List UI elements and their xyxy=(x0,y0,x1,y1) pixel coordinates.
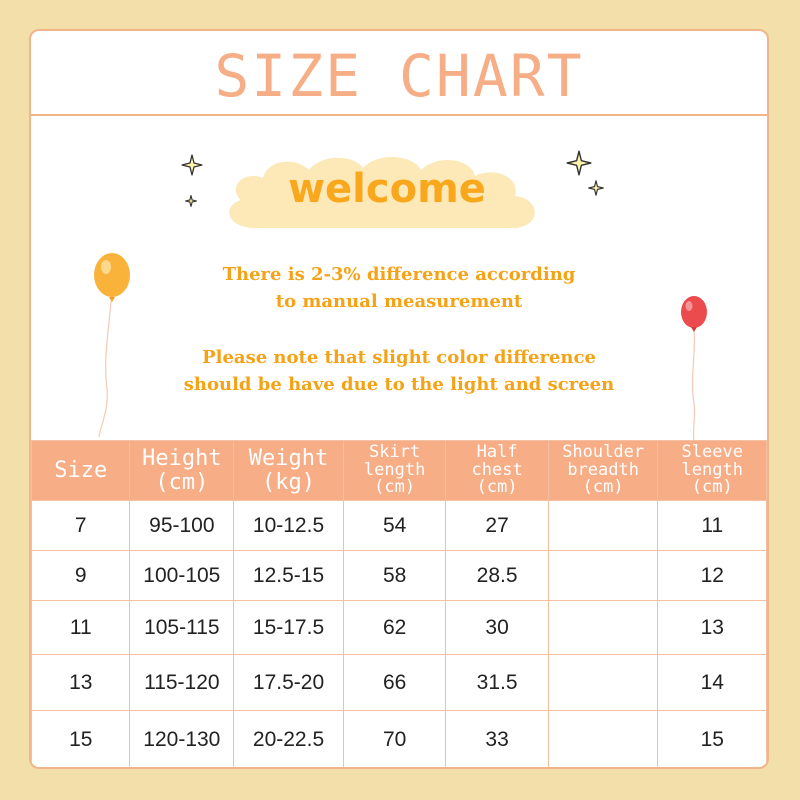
col-header-skirt-length: Skirt length (cm) xyxy=(342,440,447,501)
cell-height: 115-120 xyxy=(129,654,235,711)
cell-skirt-length: 62 xyxy=(342,600,447,655)
note-line: Please note that slight color difference xyxy=(202,347,596,368)
cell-shoulder-breadth xyxy=(547,710,659,767)
table-row: 13 115-120 17.5-20 66 31.5 14 xyxy=(31,654,767,711)
cell-sleeve-length: 12 xyxy=(657,550,767,601)
cell-weight: 15-17.5 xyxy=(233,600,344,655)
balloon-icon xyxy=(681,296,707,442)
cell-half-chest: 33 xyxy=(445,710,549,767)
cell-skirt-length: 66 xyxy=(342,654,447,711)
cell-half-chest: 28.5 xyxy=(445,550,549,601)
size-chart-card: SIZE CHART welcome There is 2-3% differe… xyxy=(29,29,769,769)
cell-skirt-length: 58 xyxy=(342,550,447,601)
cell-shoulder-breadth xyxy=(547,500,659,551)
measurement-note: There is 2-3% difference according to ma… xyxy=(31,261,767,315)
cloud-shape xyxy=(229,156,535,228)
cell-weight: 10-12.5 xyxy=(233,500,344,551)
table-row: 7 95-100 10-12.5 54 27 11 xyxy=(31,500,767,551)
col-header-sleeve-length: Sleeve length (cm) xyxy=(657,440,767,501)
balloon-icon xyxy=(94,253,130,438)
cell-sleeve-length: 14 xyxy=(657,654,767,711)
cell-weight: 20-22.5 xyxy=(233,710,344,767)
cell-shoulder-breadth xyxy=(547,600,659,655)
sparkle-icon xyxy=(181,154,203,176)
cell-skirt-length: 70 xyxy=(342,710,447,767)
cell-size: 9 xyxy=(31,550,131,601)
cell-half-chest: 27 xyxy=(445,500,549,551)
table-row: 9 100-105 12.5-15 58 28.5 12 xyxy=(31,550,767,601)
col-header-height: Height (cm) xyxy=(129,440,235,501)
cell-size: 7 xyxy=(31,500,131,551)
cell-sleeve-length: 11 xyxy=(657,500,767,551)
cell-weight: 17.5-20 xyxy=(233,654,344,711)
table-header-row: Size Height (cm) Weight (kg) Skirt length (c… xyxy=(31,440,767,501)
table-row: 11 105-115 15-17.5 62 30 13 xyxy=(31,600,767,655)
title-bar: SIZE CHART xyxy=(31,31,767,116)
cell-shoulder-breadth xyxy=(547,550,659,601)
welcome-heading: welcome xyxy=(288,166,486,212)
cell-shoulder-breadth xyxy=(547,654,659,711)
cell-height: 105-115 xyxy=(129,600,235,655)
cell-skirt-length: 54 xyxy=(342,500,447,551)
size-table: Size Height (cm) Weight (kg) Skirt length (c… xyxy=(31,440,767,767)
col-header-half-chest: Half chest (cm) xyxy=(445,440,549,501)
sparkle-icon xyxy=(185,195,197,207)
cell-half-chest: 31.5 xyxy=(445,654,549,711)
sparkle-icon xyxy=(566,150,592,176)
page-title: SIZE CHART xyxy=(214,42,584,110)
cell-size: 15 xyxy=(31,710,131,767)
cell-size: 11 xyxy=(31,600,131,655)
color-note: Please note that slight color difference… xyxy=(31,344,767,398)
table-row: 15 120-130 20-22.5 70 33 15 xyxy=(31,710,767,767)
col-header-shoulder-breadth: Shoulder breadth (cm) xyxy=(547,440,659,501)
note-line: to manual measurement xyxy=(275,291,523,312)
cell-weight: 12.5-15 xyxy=(233,550,344,601)
cell-height: 95-100 xyxy=(129,500,235,551)
col-header-size: Size xyxy=(31,440,131,501)
col-header-weight: Weight (kg) xyxy=(233,440,344,501)
note-line: should be have due to the light and scre… xyxy=(183,374,615,395)
cell-half-chest: 30 xyxy=(445,600,549,655)
cell-sleeve-length: 15 xyxy=(657,710,767,767)
sparkle-icon xyxy=(588,180,604,196)
cell-sleeve-length: 13 xyxy=(657,600,767,655)
cell-height: 100-105 xyxy=(129,550,235,601)
cell-size: 13 xyxy=(31,654,131,711)
note-line: There is 2-3% difference according xyxy=(222,264,576,285)
cell-height: 120-130 xyxy=(129,710,235,767)
